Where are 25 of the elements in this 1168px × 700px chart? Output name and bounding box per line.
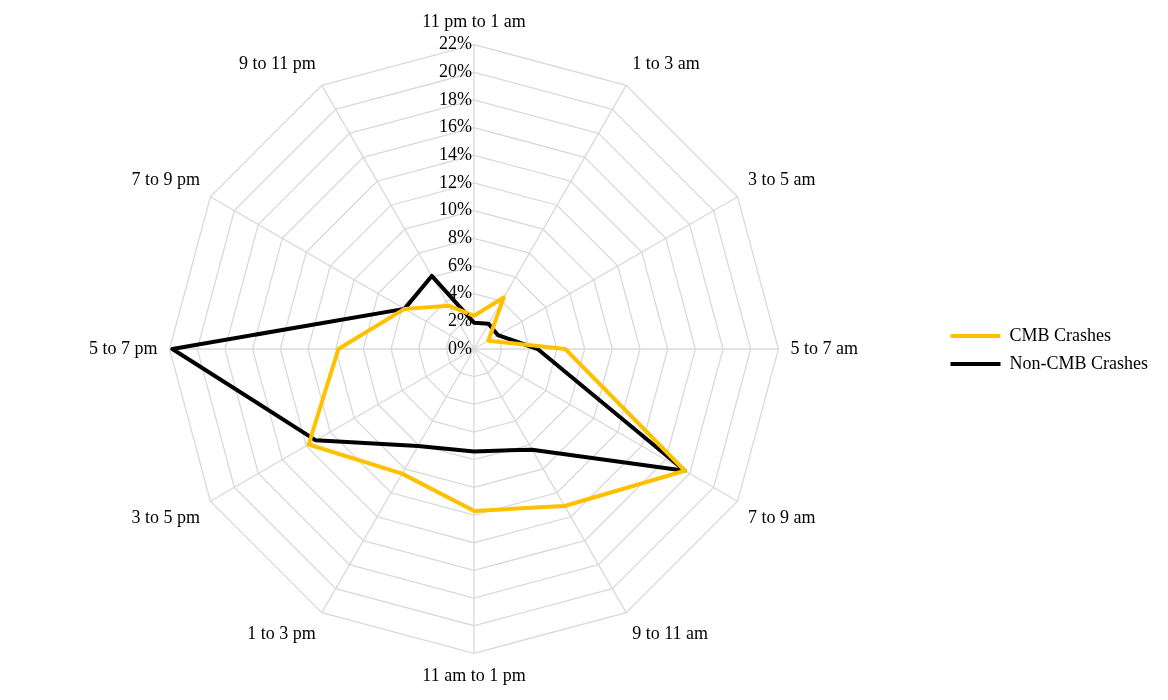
spoke-label: 7 to 9 am — [748, 506, 816, 527]
y-tick-label: 14% — [439, 144, 472, 165]
y-tick-label: 0% — [448, 337, 472, 358]
spoke-label: 11 pm to 1 am — [422, 10, 526, 31]
y-tick-label: 22% — [439, 33, 472, 54]
y-tick-label: 20% — [439, 61, 472, 82]
spoke-label: 5 to 7 am — [790, 337, 858, 358]
spoke-label: 1 to 3 am — [632, 52, 700, 73]
legend-label: Non-CMB Crashes — [1009, 352, 1148, 373]
legend-label: CMB Crashes — [1009, 324, 1112, 345]
y-tick-label: 10% — [439, 199, 472, 220]
spoke-label: 9 to 11 pm — [238, 52, 316, 73]
spoke-label: 9 to 11 am — [632, 622, 709, 643]
spoke-label: 3 to 5 pm — [131, 506, 200, 527]
spoke-label: 7 to 9 pm — [131, 168, 200, 189]
spoke-label: 5 to 7 pm — [89, 337, 158, 358]
y-tick-label: 6% — [448, 254, 472, 275]
y-tick-label: 18% — [439, 88, 472, 109]
y-tick-label: 16% — [439, 116, 472, 137]
spoke-label: 1 to 3 pm — [247, 622, 316, 643]
spoke-label: 3 to 5 am — [748, 168, 816, 189]
y-tick-label: 8% — [448, 227, 472, 248]
y-tick-label: 2% — [448, 310, 472, 331]
y-tick-label: 12% — [439, 171, 472, 192]
spoke-label: 11 am to 1 pm — [422, 664, 526, 685]
